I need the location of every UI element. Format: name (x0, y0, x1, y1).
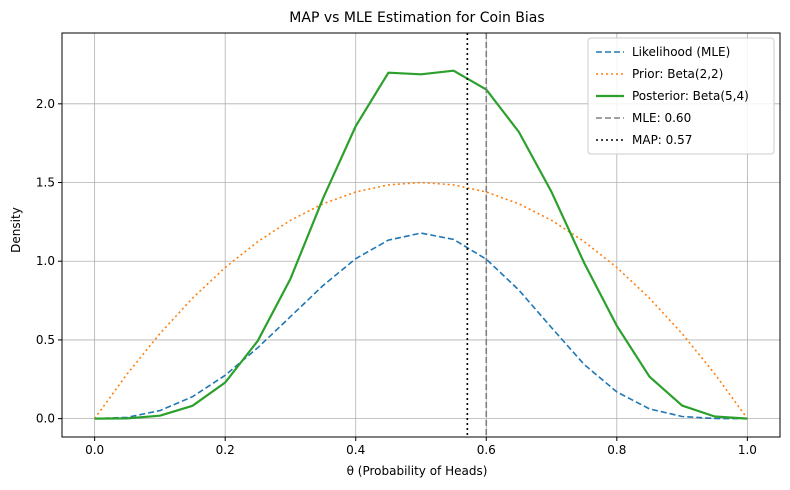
x-axis-label: θ (Probability of Heads) (347, 464, 488, 478)
y-tick-label: 1.5 (36, 176, 55, 190)
ticks: 0.0 0.2 0.4 0.6 0.8 1.0 0.0 0.5 1.0 1.5 2.0 (36, 97, 757, 457)
y-tick-label: 1.0 (36, 254, 55, 268)
legend-label: Prior: Beta(2,2) (632, 67, 723, 81)
legend: Likelihood (MLE) Prior: Beta(2,2) Posterio… (587, 37, 775, 155)
y-tick-label: 2.0 (36, 97, 55, 111)
x-tick-label: 1.0 (738, 443, 757, 457)
x-tick-label: 0.6 (477, 443, 496, 457)
legend-label: Likelihood (MLE) (632, 45, 730, 59)
x-tick-label: 0.4 (346, 443, 365, 457)
legend-label: Posterior: Beta(5,4) (632, 89, 749, 103)
y-tick-label: 0.5 (36, 333, 55, 347)
reference-lines (466, 33, 488, 437)
legend-label: MLE: 0.60 (632, 111, 691, 125)
legend-label: MAP: 0.57 (632, 133, 692, 147)
series-line-0 (94, 232, 748, 420)
x-tick-label: 0.2 (216, 443, 235, 457)
x-tick-label: 0.0 (85, 443, 104, 457)
chart-title: MAP vs MLE Estimation for Coin Bias (289, 10, 544, 26)
y-axis-label: Density (9, 207, 23, 253)
series-line-2 (94, 69, 748, 420)
curves (93, 69, 749, 420)
y-tick-label: 0.0 (36, 412, 55, 426)
legend-box (587, 37, 775, 155)
plot-frame (61, 32, 781, 438)
x-tick-label: 0.8 (607, 443, 626, 457)
series-line-1 (93, 181, 749, 420)
